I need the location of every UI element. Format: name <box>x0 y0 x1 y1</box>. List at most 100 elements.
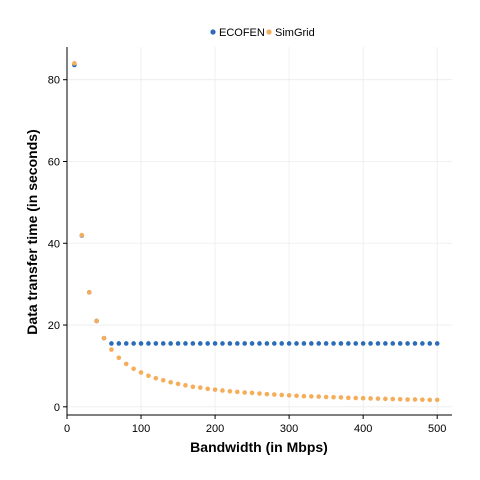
data-point-ecofen <box>109 341 114 346</box>
data-point-simgrid <box>131 366 136 372</box>
data-point-simgrid <box>272 392 277 397</box>
x-tick-label: 500 <box>428 423 446 435</box>
data-point-simgrid <box>316 394 322 399</box>
data-point-ecofen <box>331 341 336 346</box>
data-point-ecofen <box>257 341 262 346</box>
data-point-ecofen <box>420 341 425 346</box>
data-point-simgrid <box>353 395 359 401</box>
data-point-ecofen <box>190 341 196 346</box>
data-point-ecofen <box>131 341 136 346</box>
y-tick-label: 40 <box>48 238 60 250</box>
legend-marker-simgrid <box>266 29 272 35</box>
data-point-ecofen <box>279 341 285 346</box>
data-point-ecofen <box>227 341 233 346</box>
data-point-ecofen <box>323 341 329 346</box>
data-point-simgrid <box>323 394 329 400</box>
data-point-simgrid <box>412 397 418 402</box>
data-point-simgrid <box>227 388 233 394</box>
data-point-simgrid <box>397 396 403 402</box>
data-point-simgrid <box>197 385 203 390</box>
data-point-simgrid <box>138 370 144 375</box>
axes <box>66 47 452 416</box>
data-point-ecofen <box>212 341 218 346</box>
data-point-simgrid <box>101 335 107 341</box>
data-point-simgrid <box>79 232 85 238</box>
data-point-ecofen <box>197 341 203 346</box>
legend-marker-ecofen <box>210 29 216 35</box>
data-point-simgrid <box>294 393 299 399</box>
legend-label-ecofen: ECOFEN <box>219 27 265 39</box>
data-point-ecofen <box>249 341 255 346</box>
data-point-ecofen <box>175 341 181 346</box>
data-point-simgrid <box>116 355 122 361</box>
y-tick-label: 80 <box>48 75 60 87</box>
data-point-simgrid <box>123 361 129 367</box>
data-point-ecofen <box>368 341 373 346</box>
y-axis-ticks: 0 20 40 60 80 <box>48 75 67 414</box>
grid-lines <box>66 47 452 415</box>
data-point-simgrid <box>109 347 114 352</box>
data-point-ecofen <box>301 341 307 346</box>
y-tick-label: 0 <box>54 402 60 414</box>
x-tick-label: 300 <box>280 423 298 435</box>
data-point-ecofen <box>234 341 240 346</box>
data-point-simgrid <box>257 391 262 396</box>
y-tick-label: 60 <box>48 156 60 168</box>
data-point-ecofen <box>286 341 292 346</box>
x-tick-label: 0 <box>64 423 70 435</box>
data-point-simgrid <box>242 390 247 395</box>
data-point-simgrid <box>153 375 159 381</box>
data-point-ecofen <box>183 341 188 346</box>
data-point-simgrid <box>183 383 188 388</box>
y-tick-label: 20 <box>48 320 60 332</box>
x-axis-ticks: 0 100 200 300 400 500 <box>64 415 446 435</box>
data-point-simgrid <box>420 397 425 402</box>
data-point-simgrid <box>205 386 210 392</box>
data-point-simgrid <box>360 395 366 401</box>
data-point-simgrid <box>190 384 196 390</box>
data-point-ecofen <box>160 341 166 346</box>
data-point-simgrid <box>279 392 285 398</box>
x-tick-label: 400 <box>354 423 372 435</box>
data-point-ecofen <box>294 341 299 346</box>
data-point-simgrid <box>160 377 166 383</box>
data-point-ecofen <box>427 341 433 346</box>
data-point-ecofen <box>146 341 151 346</box>
data-point-simgrid <box>220 388 225 393</box>
data-points <box>72 61 440 403</box>
data-point-simgrid <box>94 318 99 324</box>
data-point-ecofen <box>264 341 270 346</box>
y-axis-title: Data transfer time (in seconds) <box>24 129 40 334</box>
data-point-ecofen <box>205 341 210 346</box>
data-point-simgrid <box>72 61 77 66</box>
data-point-ecofen <box>375 341 381 346</box>
data-point-simgrid <box>168 379 173 385</box>
x-tick-label: 200 <box>206 423 224 435</box>
data-point-ecofen <box>390 341 396 346</box>
data-point-ecofen <box>123 341 129 346</box>
data-point-ecofen <box>116 341 122 346</box>
data-point-ecofen <box>309 341 314 346</box>
data-point-ecofen <box>168 341 173 346</box>
data-point-ecofen <box>338 341 344 346</box>
data-point-simgrid <box>434 397 440 403</box>
data-point-ecofen <box>353 341 359 346</box>
data-point-simgrid <box>86 290 92 295</box>
data-point-simgrid <box>375 396 381 401</box>
data-point-simgrid <box>427 397 433 403</box>
data-point-ecofen <box>360 341 366 346</box>
data-point-simgrid <box>301 393 307 399</box>
data-point-simgrid <box>286 393 292 398</box>
data-point-ecofen <box>346 341 351 346</box>
data-point-ecofen <box>242 341 247 346</box>
data-point-simgrid <box>338 395 344 400</box>
data-point-simgrid <box>264 391 270 397</box>
data-point-simgrid <box>368 396 373 401</box>
x-axis-title: Bandwidth (in Mbps) <box>190 439 328 455</box>
legend: ECOFEN SimGrid <box>210 27 315 39</box>
data-point-ecofen <box>397 341 403 346</box>
data-point-simgrid <box>146 373 151 379</box>
data-point-ecofen <box>412 341 418 346</box>
data-point-ecofen <box>383 341 388 346</box>
data-point-ecofen <box>405 341 410 346</box>
